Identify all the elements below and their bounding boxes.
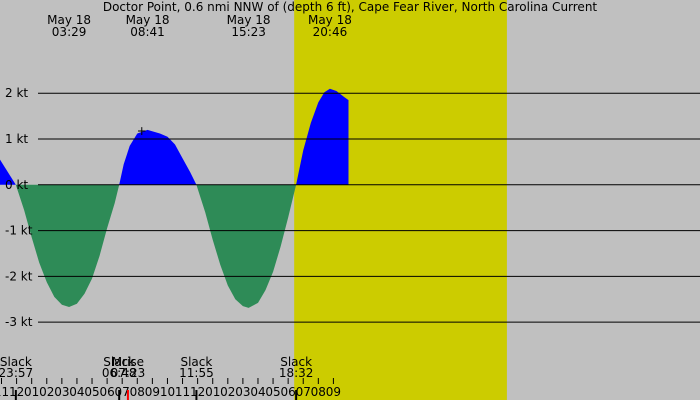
x-tick-label: 06 xyxy=(281,385,296,399)
x-tick-label: 08 xyxy=(311,385,326,399)
bottom-event-time: 18:32 xyxy=(279,366,314,380)
y-tick-label: -3 kt xyxy=(5,315,33,329)
bottom-event-label: Slack xyxy=(103,355,135,369)
y-tick-label: -1 kt xyxy=(5,224,33,238)
x-tick-label: 11 xyxy=(175,385,190,399)
x-tick-label: 03 xyxy=(54,385,69,399)
bottom-event-label: Slack xyxy=(180,355,212,369)
bottom-event-time: 07:23 xyxy=(111,366,146,380)
y-tick-label: 0 kt xyxy=(5,178,28,192)
ebb-area xyxy=(15,184,120,307)
top-event-date: May 18 xyxy=(227,13,271,27)
top-event-date: May 18 xyxy=(126,13,170,27)
bottom-event-time: 11:55 xyxy=(179,366,214,380)
y-tick-label: 2 kt xyxy=(5,86,28,100)
top-event-time: 08:41 xyxy=(130,25,165,39)
bottom-event-label: Slack xyxy=(280,355,312,369)
y-tick-label: 1 kt xyxy=(5,132,28,146)
bottom-event-time: 06:48 xyxy=(102,366,137,380)
x-tick-label: 08 xyxy=(130,385,145,399)
x-tick-label: 02 xyxy=(39,385,54,399)
flood-area xyxy=(0,159,16,185)
flood-area xyxy=(119,129,197,185)
x-tick-label: 05 xyxy=(84,385,99,399)
x-tick-label: 03 xyxy=(235,385,250,399)
daylight-band xyxy=(294,0,507,400)
x-tick-label: 01 xyxy=(24,385,39,399)
speed-gridlines xyxy=(38,92,700,323)
x-tick-label: 10 xyxy=(160,385,175,399)
x-tick-label: 11 xyxy=(0,385,9,399)
x-tick-label: 06 xyxy=(99,385,114,399)
ebb-area xyxy=(196,184,297,308)
flood-area xyxy=(296,88,349,185)
top-event-date: May 18 xyxy=(308,13,352,27)
top-event-time: 03:29 xyxy=(52,25,87,39)
max-current-marker: + xyxy=(137,124,147,138)
bottom-event-time: 23:57 xyxy=(0,366,33,380)
x-tick-label: 01 xyxy=(205,385,220,399)
x-tick-label: 09 xyxy=(145,385,160,399)
bottom-event-label: Slack xyxy=(0,355,32,369)
y-axis-labels: 2 kt 1 kt 0 kt -1 kt -2 kt -3 kt xyxy=(5,86,33,329)
top-event-time: 20:46 xyxy=(313,25,348,39)
bottom-event-label: Mrise xyxy=(112,355,144,369)
x-tick-label: 04 xyxy=(250,385,265,399)
x-tick-label: 07 xyxy=(296,385,311,399)
top-event-time: 15:23 xyxy=(231,25,266,39)
ebb-current-areas xyxy=(15,184,297,308)
x-tick-label: 02 xyxy=(220,385,235,399)
chart-title: Doctor Point, 0.6 nmi NNW of (depth 6 ft… xyxy=(103,0,598,14)
x-tick-label: 04 xyxy=(69,385,84,399)
top-event-date: May 18 xyxy=(47,13,91,27)
x-tick-label: 12 xyxy=(190,385,205,399)
flood-current-areas xyxy=(0,88,349,185)
x-tick-label: 09 xyxy=(326,385,341,399)
x-tick-label: 05 xyxy=(265,385,280,399)
y-tick-label: -2 kt xyxy=(5,269,33,283)
